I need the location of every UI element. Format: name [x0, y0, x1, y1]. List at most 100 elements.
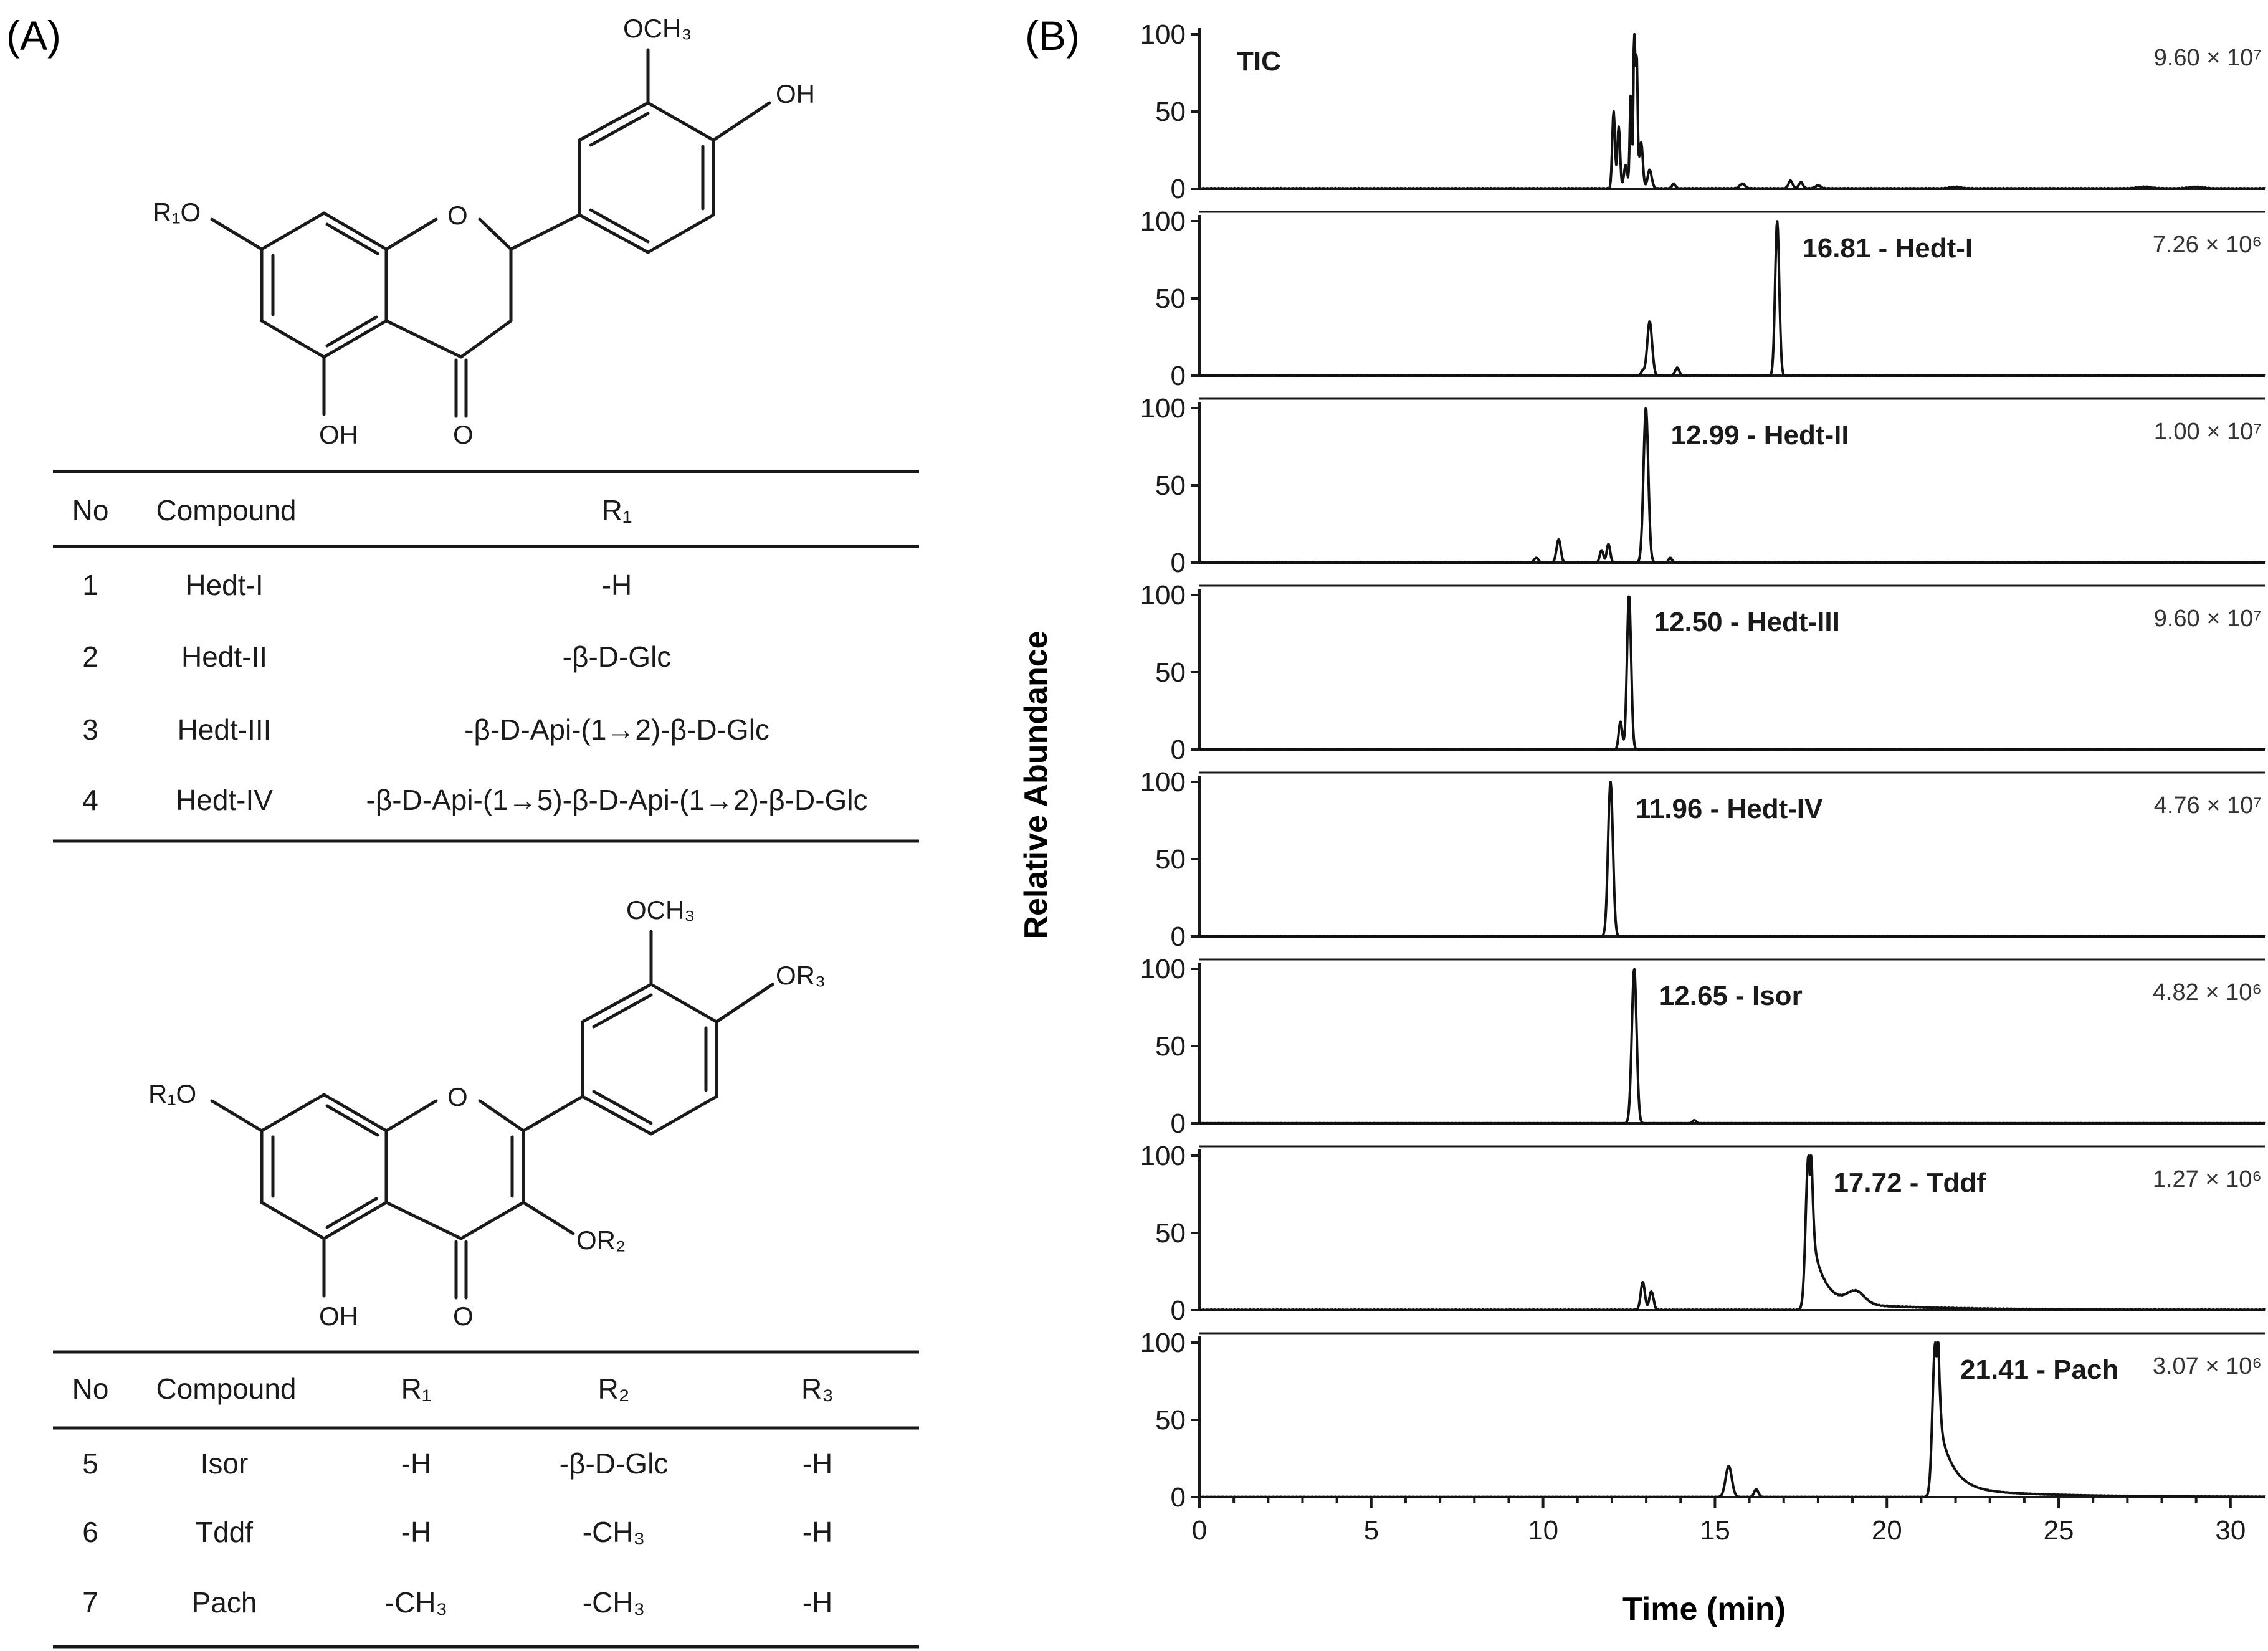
y-tick-label: 0	[1171, 548, 1186, 578]
y-tick-label: 100	[1140, 767, 1186, 797]
chromatogram-trace	[1199, 781, 2266, 938]
table-2-header-r2: R₂	[598, 1373, 629, 1405]
s2-och3-label: OCH₃	[626, 895, 695, 925]
y-tick-label: 50	[1155, 1031, 1186, 1062]
table-2-cell-r3: -H	[803, 1516, 833, 1548]
chromatogram-trace	[1199, 220, 2266, 377]
y-tick-label: 100	[1140, 393, 1186, 424]
s1-oh-bottom-label: OH	[319, 420, 358, 449]
table-1-row: 2 Hedt-II -β-D-Glc	[82, 640, 671, 673]
s1-carbonyl-o-label: O	[453, 420, 474, 449]
panel-b-label: (B)	[1025, 12, 1080, 59]
table-2-cell-r1: -H	[401, 1447, 432, 1480]
y-tick-label: 0	[1171, 1108, 1186, 1139]
scale-factor: 3.07 × 10⁶	[2153, 1353, 2262, 1379]
table-2-cell-r2: -CH₃	[583, 1586, 646, 1619]
table-1-cell-r1: -β-D-Api-(1→2)-β-D-Glc	[464, 713, 770, 746]
chromatogram-trace	[1199, 968, 2266, 1125]
table-1-header-r1: R₁	[602, 494, 632, 526]
table-1-cell-compound: Hedt-III	[178, 713, 272, 746]
structure-1	[210, 48, 771, 418]
y-tick-label: 50	[1155, 283, 1186, 314]
table-2-cell-compound: Pach	[192, 1586, 257, 1619]
scale-factor: 4.82 × 10⁶	[2153, 979, 2262, 1006]
table-1-cell-no: 3	[82, 713, 98, 746]
panel-a-label: (A)	[6, 12, 61, 59]
y-axis-label: Relative Abundance	[1018, 630, 1054, 939]
table-1-header-no: No	[72, 494, 109, 526]
y-tick-label: 50	[1155, 657, 1186, 688]
s1-ring-o-label: O	[447, 201, 468, 230]
y-tick-label: 50	[1155, 1405, 1186, 1435]
s1-och3-label: OCH₃	[623, 14, 692, 43]
table-2-cell-r2: -CH₃	[583, 1516, 646, 1548]
y-tick-label: 0	[1171, 174, 1186, 204]
table-2-cell-r1: -CH₃	[385, 1586, 448, 1619]
peak-annotation: TIC	[1237, 46, 1281, 77]
scale-factor: 7.26 × 10⁶	[2153, 232, 2262, 258]
peak-annotation: 12.65 - Isor	[1659, 981, 1803, 1011]
y-tick-label: 100	[1140, 1141, 1186, 1171]
table-2-header-r1: R₁	[401, 1373, 432, 1405]
table-2-header-compound: Compound	[156, 1373, 296, 1405]
y-tick-label: 100	[1140, 580, 1186, 611]
y-tick-label: 50	[1155, 470, 1186, 501]
table-2-cell-no: 6	[82, 1516, 98, 1548]
table-2-cell-r3: -H	[803, 1586, 833, 1619]
table-1-row: 4 Hedt-IV -β-D-Api-(1→5)-β-D-Api-(1→2)-β…	[82, 784, 867, 816]
y-tick-label: 0	[1171, 1482, 1186, 1513]
table-1-cell-no: 1	[82, 569, 98, 601]
table-1-cell-no: 2	[82, 640, 98, 673]
chromatogram-trace	[1199, 407, 2266, 564]
table-2-cell-no: 7	[82, 1586, 98, 1619]
x-tick-label: 10	[1528, 1515, 1558, 1546]
table-2: No Compound R₁ R₂ R₃ 5 Isor -H -β-D-Glc …	[53, 1350, 919, 1649]
y-tick-label: 50	[1155, 844, 1186, 875]
peak-annotation: 12.99 - Hedt-II	[1671, 420, 1849, 450]
table-1-cell-r1: -β-D-Api-(1→5)-β-D-Api-(1→2)-β-D-Glc	[366, 784, 867, 816]
peak-annotation: 12.50 - Hedt-III	[1654, 607, 1840, 637]
y-tick-label: 100	[1140, 954, 1186, 984]
peak-annotation: 11.96 - Hedt-IV	[1636, 794, 1823, 824]
s2-ring-o-label: O	[447, 1082, 468, 1111]
s2-or2-label: OR₂	[576, 1225, 626, 1255]
y-tick-label: 0	[1171, 921, 1186, 952]
table-2-header-no: No	[72, 1373, 109, 1405]
scale-factor: 1.27 × 10⁶	[2153, 1166, 2262, 1192]
structure-2	[210, 930, 774, 1300]
peak-annotation: 21.41 - Pach	[1960, 1354, 2118, 1385]
table-2-header-r3: R₃	[801, 1373, 834, 1405]
table-1-cell-compound: Hedt-IV	[176, 784, 273, 816]
x-axis-label: Time (min)	[1622, 1591, 1786, 1627]
chromatogram-trace	[1199, 595, 2266, 751]
chromatogram-trace	[1198, 33, 2266, 190]
y-tick-label: 50	[1155, 1218, 1186, 1249]
table-2-row: 5 Isor -H -β-D-Glc -H	[82, 1447, 832, 1480]
y-tick-label: 100	[1140, 1328, 1186, 1358]
y-tick-label: 0	[1171, 735, 1186, 765]
s2-r1o-label: R₁O	[148, 1079, 196, 1108]
s1-r1o-label: R₁O	[153, 197, 201, 227]
s1-oh-top-label: OH	[776, 79, 815, 108]
table-1-cell-r1: -H	[602, 569, 632, 601]
s2-oh-bottom-label: OH	[319, 1301, 358, 1331]
table-2-cell-r2: -β-D-Glc	[560, 1447, 669, 1480]
y-tick-label: 100	[1140, 19, 1186, 50]
table-1-cell-compound: Hedt-I	[185, 569, 263, 601]
scale-factor: 1.00 × 10⁷	[2154, 419, 2262, 445]
table-1-row: 1 Hedt-I -H	[82, 569, 632, 601]
table-2-cell-compound: Tddf	[196, 1516, 253, 1548]
table-2-row: 7 Pach -CH₃ -CH₃ -H	[82, 1586, 832, 1619]
x-tick-label: 30	[2215, 1515, 2246, 1546]
table-2-cell-no: 5	[82, 1447, 98, 1480]
table-2-cell-compound: Isor	[201, 1447, 249, 1480]
structure-2-labels: R₁O O OCH₃ OR₃ OR₂ OH O	[148, 895, 826, 1331]
table-2-cell-r1: -H	[401, 1516, 432, 1548]
s2-carbonyl-o-label: O	[453, 1301, 474, 1331]
s2-or3-label: OR₃	[776, 961, 826, 990]
y-tick-label: 50	[1155, 97, 1186, 127]
table-1-cell-compound: Hedt-II	[181, 640, 267, 673]
table-1-cell-r1: -β-D-Glc	[563, 640, 672, 673]
